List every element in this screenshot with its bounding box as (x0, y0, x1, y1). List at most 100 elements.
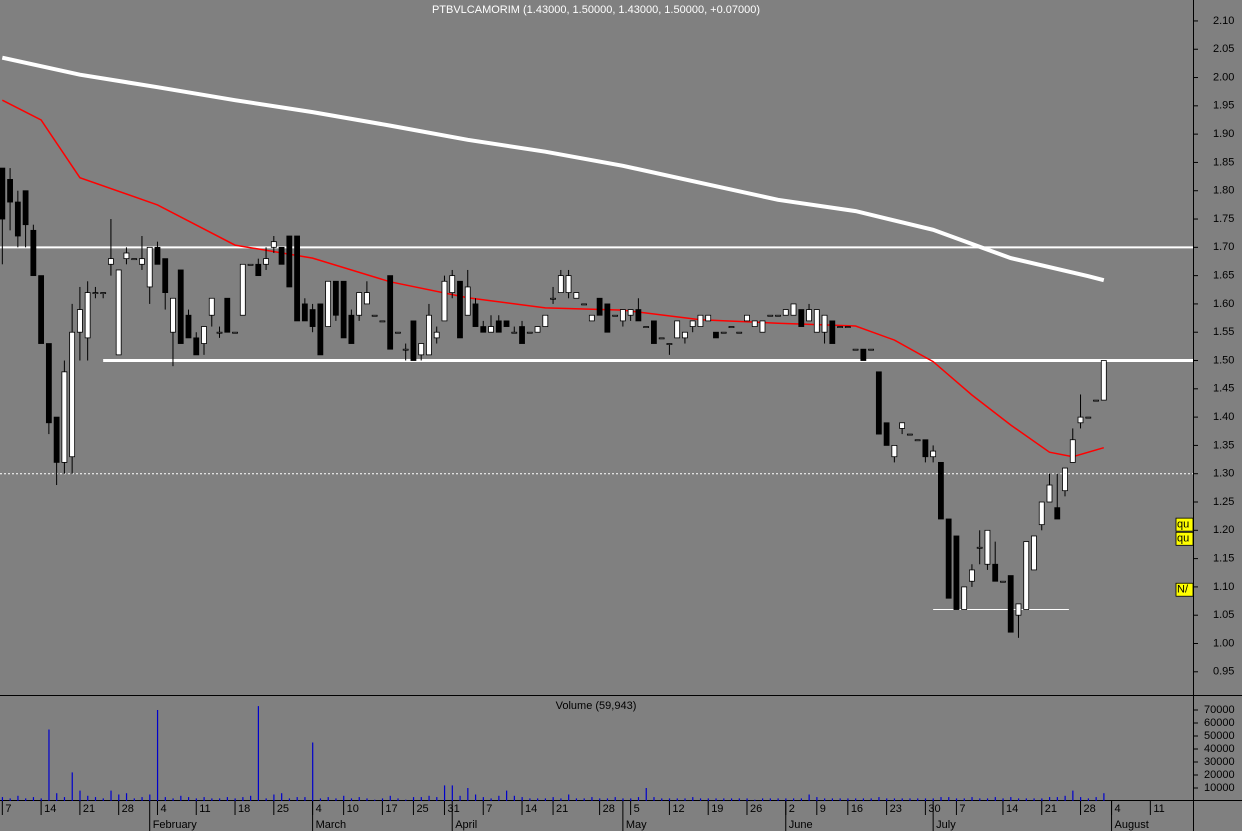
candle-body (875, 371, 882, 435)
side-label: N/ (1177, 584, 1189, 596)
candle-body (402, 348, 409, 351)
volume-bar (746, 798, 748, 801)
candle-body (969, 569, 975, 582)
candle-body (185, 314, 192, 339)
volume-bar (924, 798, 927, 801)
x-tick-label: 21 (1045, 803, 1057, 815)
candle-body (759, 320, 766, 333)
volume-bar (769, 798, 771, 801)
volume-bar (513, 795, 515, 801)
volume-bar (474, 794, 477, 801)
candle-body (550, 297, 556, 300)
volume-bar (1048, 797, 1051, 801)
candle-body (813, 309, 820, 333)
volume-bar (498, 795, 500, 801)
candle-body (868, 348, 874, 351)
volume-bar (552, 797, 554, 801)
y-tick-label: 1.50 (1213, 354, 1234, 366)
volume-bar (777, 798, 779, 801)
candle-body (883, 422, 890, 446)
candle-body (899, 422, 906, 429)
candle-body (433, 331, 440, 339)
candle-body (790, 303, 797, 316)
month-label: July (936, 819, 956, 831)
candle-body (7, 179, 13, 203)
candle-body (829, 320, 836, 344)
candle-body (418, 343, 425, 356)
candle-body (674, 320, 681, 339)
y-tick-label: 2.10 (1213, 15, 1234, 27)
x-tick-label: 11 (199, 803, 210, 815)
volume-bar (715, 798, 717, 801)
volume-bar (156, 710, 159, 801)
candle-body (557, 275, 564, 294)
volume-bar (630, 798, 632, 801)
candle-body (123, 252, 130, 260)
candle-body (449, 275, 456, 294)
y-tick-label: 1.65 (1213, 270, 1234, 282)
candle-body (410, 320, 417, 361)
candle-body (1031, 535, 1037, 571)
candle-body (534, 326, 541, 333)
candle-body (426, 314, 432, 356)
candle-body (852, 348, 859, 351)
x-tick-label: 17 (385, 803, 397, 815)
candle-body (596, 297, 603, 316)
volume-bar (451, 785, 453, 801)
candle-body (177, 269, 184, 344)
volume-bar (1064, 795, 1066, 801)
y-tick-label: 2.05 (1213, 43, 1234, 55)
volume-bar (1025, 798, 1027, 801)
volume-bar (963, 798, 965, 801)
volume-bar (684, 798, 686, 801)
volume-bar (381, 798, 384, 801)
volume-bar (583, 798, 585, 801)
candle-body (643, 326, 650, 328)
volume-bar (335, 798, 337, 801)
candle-body (906, 433, 913, 436)
candle-body (139, 258, 145, 265)
volume-bar (281, 793, 283, 801)
candle-body (961, 586, 968, 610)
candle-body (682, 331, 688, 339)
volume-bar (622, 798, 624, 801)
candle-body (930, 450, 937, 458)
candle-body (860, 348, 867, 361)
y-tick-label: 1.25 (1213, 496, 1234, 508)
candle-body (612, 314, 619, 317)
volume-bar (32, 797, 35, 801)
volume-bar (141, 797, 143, 801)
volume-bar (459, 795, 461, 801)
volume-bar (180, 795, 182, 801)
volume-bar (761, 798, 764, 801)
x-tick-label: 14 (44, 803, 56, 815)
side-label: qu (1177, 533, 1189, 545)
y-tick-label: 1.20 (1213, 524, 1234, 536)
volume-bar (940, 797, 942, 801)
volume-bar (537, 798, 539, 801)
volume-bar (234, 798, 236, 801)
candle-body (635, 309, 642, 322)
volume-bar (668, 798, 671, 801)
candle-body (775, 314, 781, 317)
volume-bar (979, 798, 981, 801)
candle-body (480, 326, 487, 333)
y-tick-label: 1.10 (1213, 581, 1234, 593)
y-tick-label: 1.45 (1213, 383, 1234, 395)
candle-body (395, 331, 401, 334)
x-tick-label: 5 (634, 803, 640, 815)
volume-bar (723, 798, 725, 801)
candle-body (162, 258, 169, 294)
month-label: August (1115, 819, 1149, 831)
candle-body (441, 280, 448, 322)
candle-body (387, 275, 394, 350)
y-tick-label: 50000 (1204, 730, 1235, 742)
volume-bar (831, 798, 834, 801)
volume-bar (389, 795, 391, 801)
volume-bar (405, 799, 407, 801)
volume-bar (506, 790, 508, 801)
y-tick-label: 0.95 (1213, 666, 1234, 678)
candle-body (224, 297, 231, 333)
